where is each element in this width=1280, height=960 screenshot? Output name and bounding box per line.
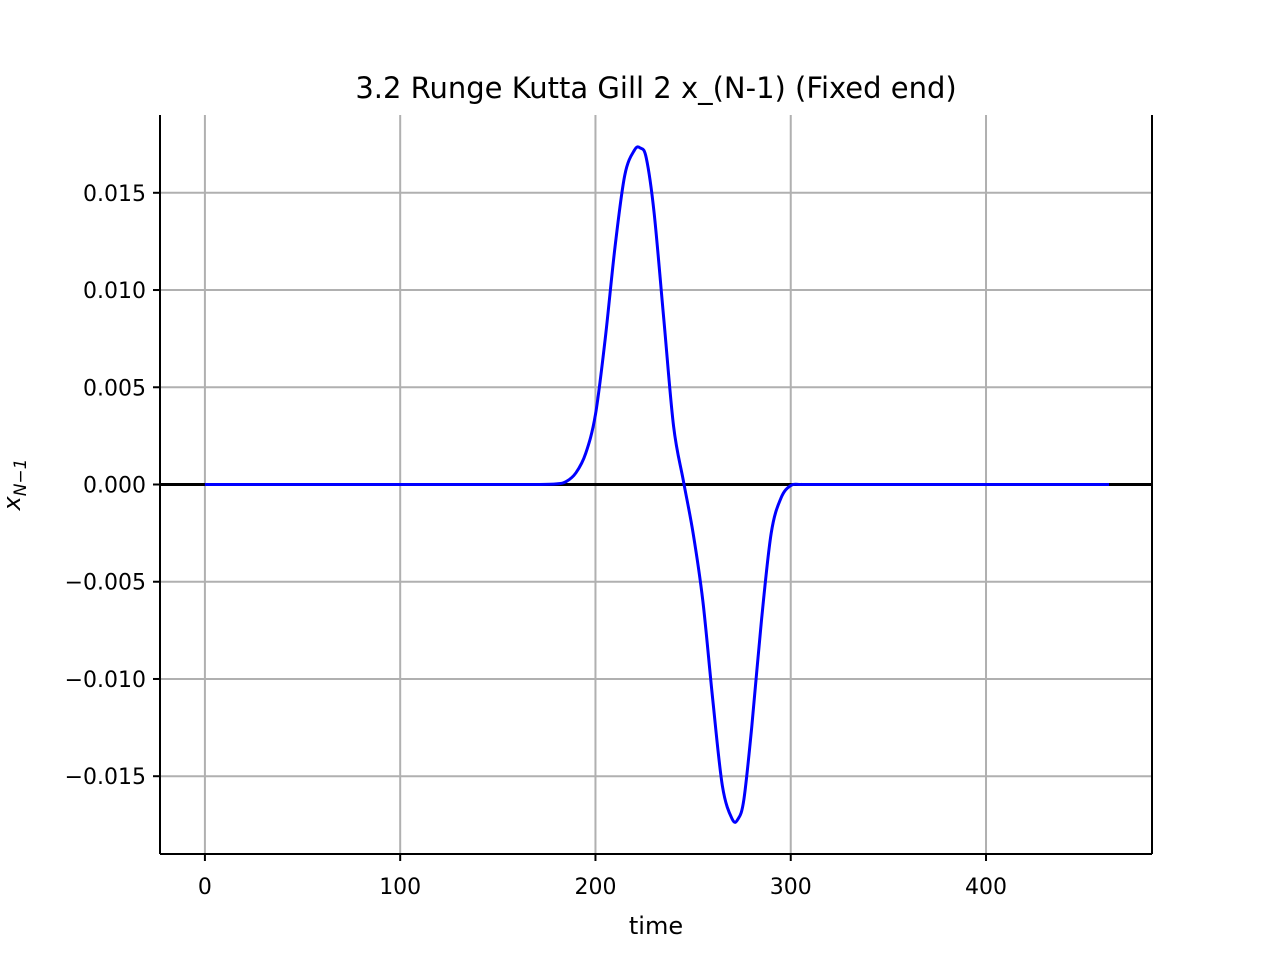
chart-title: 3.2 Runge Kutta Gill 2 x_(N-1) (Fixed en… [355,71,956,105]
y-axis-label-base: x [0,495,26,511]
y-axis-ticks: 0.015 0.010 0.005 0.000 −0.005 −0.010 −0.015 [65,182,160,790]
y-tick-label: 0.005 [83,376,146,401]
y-tick-label: −0.005 [65,571,146,596]
y-axis-label: xN−1 [0,459,31,512]
x-tick-label: 300 [770,875,812,900]
x-axis-label: time [629,912,683,940]
y-tick-label: −0.010 [65,668,146,693]
x-tick-label: 400 [965,875,1007,900]
y-tick-label: −0.015 [65,765,146,790]
y-tick-label: 0.015 [83,182,146,207]
y-axis-label-subscript: N−1 [11,459,31,497]
y-tick-label: 0.000 [83,474,146,499]
series-group [204,145,1110,824]
x-axis-ticks: 0 100 200 300 400 [198,854,1007,900]
x-tick-label: 100 [379,875,421,900]
x-tick-label: 200 [574,875,616,900]
series-line [204,145,1110,824]
x-tick-label: 0 [198,875,212,900]
y-tick-label: 0.010 [83,279,146,304]
